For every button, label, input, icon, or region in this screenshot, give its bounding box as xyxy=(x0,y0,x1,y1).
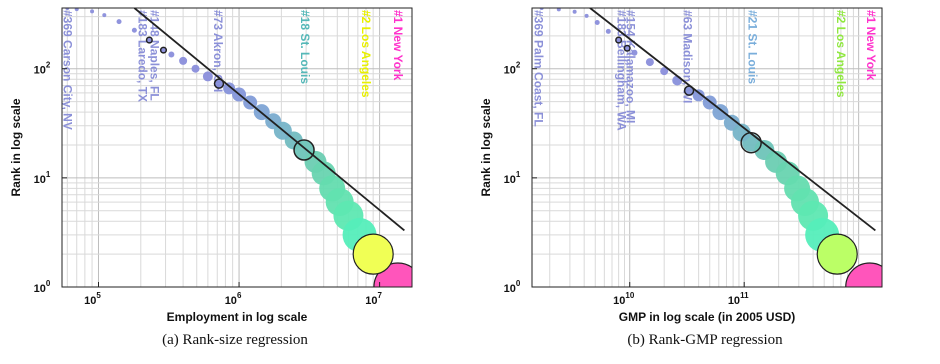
city-label: #183 Laredo, TX xyxy=(135,10,149,102)
points xyxy=(65,8,412,287)
data-point xyxy=(556,8,561,12)
city-label: #1 New York xyxy=(391,10,405,81)
rank-gmp-chart: #1 New York #2 Los Angeles #21 St. Louis #6… xyxy=(479,7,883,324)
data-point xyxy=(74,8,79,12)
y-tick-label: 101 xyxy=(504,170,521,186)
data-point xyxy=(102,13,107,18)
highlighted-point xyxy=(159,46,168,54)
data-point xyxy=(191,64,200,73)
highlighted-point xyxy=(615,36,623,44)
data-point xyxy=(615,37,622,44)
data-point xyxy=(202,71,213,82)
city-label: #18 St. Louis xyxy=(298,10,312,84)
x-axis-label: GMP in log scale (in 2005 USD) xyxy=(619,310,796,324)
axes-frame xyxy=(531,7,883,288)
data-point xyxy=(146,37,153,44)
city-label: #154 Kalamazoo, MI xyxy=(624,10,638,123)
highlighted-point xyxy=(293,139,315,161)
city-label: #369 Palm Coast, FL xyxy=(532,10,546,127)
x-tick-label: 1010 xyxy=(613,291,635,307)
axes-frame xyxy=(61,7,413,288)
highlighted-point xyxy=(683,85,695,96)
highlighted-point xyxy=(740,131,762,154)
y-tick-label: 102 xyxy=(34,61,51,77)
data-point xyxy=(116,19,122,25)
data-point xyxy=(732,123,751,142)
data-point xyxy=(584,13,589,18)
y-tick-label: 100 xyxy=(34,279,51,295)
x-tick-label: 105 xyxy=(84,291,101,307)
highlighted-point xyxy=(213,78,225,89)
data-point xyxy=(631,49,638,56)
city-label: #369 Carson City, NV xyxy=(60,10,74,130)
x-tick-label: 1011 xyxy=(728,291,749,307)
data-point xyxy=(352,233,394,275)
annotations: #1 New York #2 Los Angeles #18 St. Louis #7… xyxy=(60,10,405,130)
data-point xyxy=(660,67,669,76)
x-tick-label: 106 xyxy=(225,291,242,307)
panel-rank-size: #1 New York #2 Los Angeles #18 St. Louis #7… xyxy=(9,7,413,348)
city-label: #148 Naples, FL xyxy=(147,10,161,101)
city-label: #21 St. Louis xyxy=(745,10,759,84)
data-point xyxy=(816,233,858,275)
y-tick-label: 101 xyxy=(34,170,51,186)
data-point xyxy=(605,28,611,34)
data-point xyxy=(90,9,95,14)
city-label: #73 Akron, OH xyxy=(211,10,225,92)
rank-size-chart: #1 New York #2 Los Angeles #18 St. Louis #7… xyxy=(9,7,413,324)
data-point xyxy=(213,78,224,89)
panel-rank-gmp: #1 New York #2 Los Angeles #21 St. Louis #6… xyxy=(470,0,940,364)
data-point xyxy=(712,104,729,121)
data-point xyxy=(845,262,882,287)
caption-rank-size: (a) Rank-size regression xyxy=(162,332,308,348)
caption-rank-gmp: (b) Rank-GMP regression xyxy=(627,332,783,348)
y-tick-label: 100 xyxy=(504,279,521,295)
data-point xyxy=(131,27,137,33)
data-point xyxy=(160,47,167,54)
x-axis-label: Employment in log scale xyxy=(167,310,308,324)
city-label: #2 Los Angeles xyxy=(359,10,373,98)
data-point xyxy=(594,20,600,26)
city-label: #1 New York xyxy=(864,10,878,81)
data-point xyxy=(692,89,705,102)
data-point xyxy=(572,9,577,14)
regression-line xyxy=(589,8,876,232)
city-label: #2 Los Angeles xyxy=(834,10,848,98)
data-point xyxy=(645,58,654,67)
y-tick-label: 102 xyxy=(504,61,521,77)
data-point xyxy=(624,45,631,52)
annotations: #1 New York #2 Los Angeles #21 St. Louis #6… xyxy=(532,10,878,131)
data-point xyxy=(179,56,188,65)
highlighted-point xyxy=(623,44,631,52)
y-axis-label: Rank in log scale xyxy=(9,98,23,196)
regression-line xyxy=(133,8,405,232)
y-axis-label: Rank in log scale xyxy=(479,98,493,196)
data-point xyxy=(223,82,236,95)
data-point xyxy=(168,51,175,58)
highlighted-point xyxy=(145,36,153,44)
x-tick-label: 107 xyxy=(365,291,382,307)
city-label: #63 Madison, WI xyxy=(681,10,695,103)
